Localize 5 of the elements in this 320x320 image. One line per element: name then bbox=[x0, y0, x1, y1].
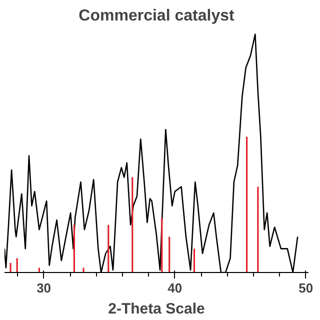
x-tick-label: 30 bbox=[36, 280, 52, 296]
x-tick-label: 40 bbox=[168, 280, 182, 296]
chart-title: Commercial catalyst bbox=[78, 8, 235, 24]
x-tick-label: 50 bbox=[298, 280, 314, 296]
x-axis-title: 2-Theta Scale bbox=[108, 300, 205, 318]
